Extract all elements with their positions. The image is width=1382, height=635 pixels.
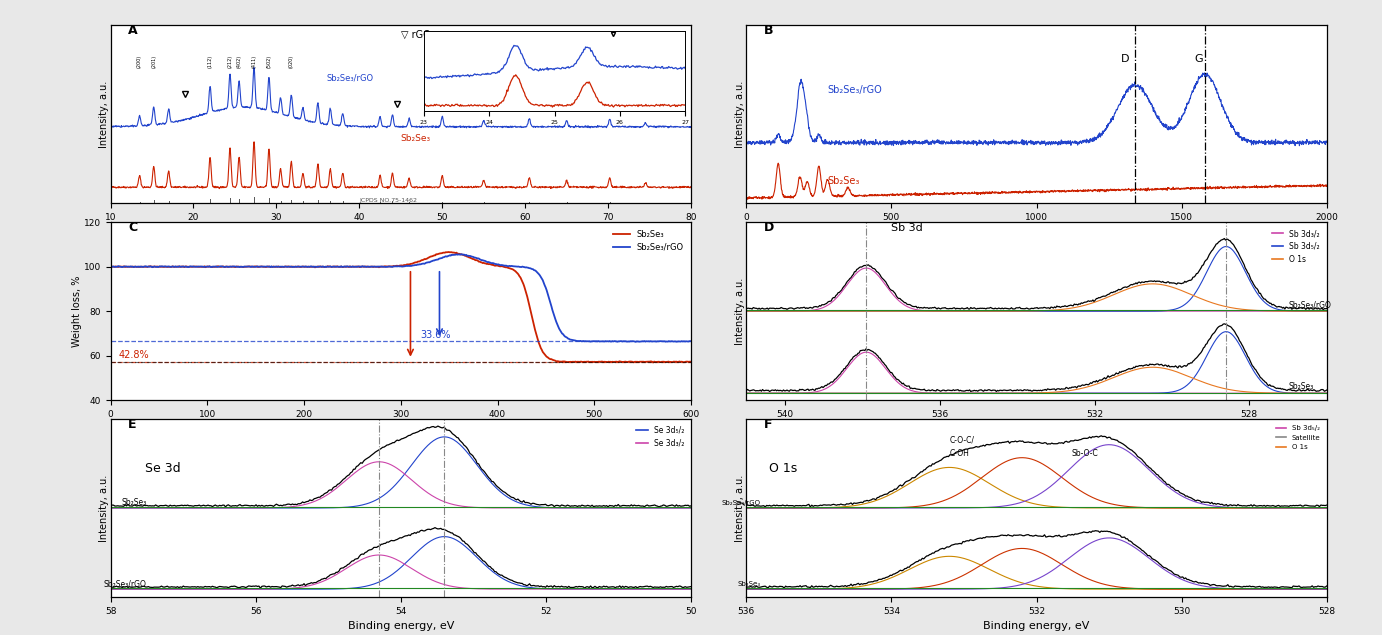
Text: (212): (212) (228, 55, 232, 68)
Text: (112): (112) (207, 55, 213, 68)
Legend: Se 3d₅/₂, Se 3d₃/₂: Se 3d₅/₂, Se 3d₃/₂ (633, 423, 687, 451)
Text: (201): (201) (151, 55, 156, 68)
Text: JCPDS NO.75-1462: JCPDS NO.75-1462 (359, 198, 417, 203)
Text: C-OH: C-OH (949, 450, 969, 458)
Text: Sb₂Se₃: Sb₂Se₃ (122, 498, 146, 507)
Text: Sb₂Se₃: Sb₂Se₃ (1288, 382, 1313, 391)
Y-axis label: Weight loss, %: Weight loss, % (72, 276, 82, 347)
Text: (402): (402) (236, 55, 242, 68)
Text: 42.8%: 42.8% (119, 351, 149, 361)
X-axis label: Temperature, °C: Temperature, °C (355, 424, 446, 434)
Text: D: D (1121, 54, 1129, 64)
Text: Sb₂Se₃/rGO: Sb₂Se₃/rGO (1288, 300, 1331, 309)
X-axis label: 2θ, degree: 2θ, degree (370, 227, 431, 237)
X-axis label: Raman shift, cm⁻¹: Raman shift, cm⁻¹ (985, 227, 1088, 237)
Legend: Sb₂Se₃, Sb₂Se₃/rGO: Sb₂Se₃, Sb₂Se₃/rGO (609, 227, 687, 255)
Text: O 1s: O 1s (770, 462, 797, 476)
Text: B: B (764, 24, 773, 37)
Text: (200): (200) (137, 55, 142, 68)
Text: 33.6%: 33.6% (420, 330, 451, 340)
Y-axis label: Intensity, a.u.: Intensity, a.u. (100, 81, 109, 148)
Text: Sb₂Se₃/rGO: Sb₂Se₃/rGO (828, 85, 882, 95)
Legend: Sb 3d₅/₂, Satellite, O 1s: Sb 3d₅/₂, Satellite, O 1s (1273, 422, 1323, 453)
Text: (020): (020) (289, 55, 294, 68)
Legend: Sb 3d₃/₂, Sb 3d₅/₂, O 1s: Sb 3d₃/₂, Sb 3d₅/₂, O 1s (1269, 226, 1323, 267)
Text: G: G (1194, 54, 1204, 64)
Text: E: E (129, 418, 137, 431)
Text: Sb-O-C: Sb-O-C (1071, 450, 1099, 458)
Text: Sb₂Se₃: Sb₂Se₃ (738, 581, 761, 587)
Text: (502): (502) (267, 55, 271, 68)
X-axis label: Binding energy, eV: Binding energy, eV (348, 621, 453, 631)
Text: ▽ rGO: ▽ rGO (401, 30, 431, 40)
Text: D: D (764, 221, 774, 234)
X-axis label: Binding energy, eV: Binding energy, eV (984, 621, 1089, 631)
Text: (411): (411) (252, 55, 257, 68)
Text: Sb₂Se₃/rGO: Sb₂Se₃/rGO (721, 500, 761, 506)
Text: Se 3d: Se 3d (145, 462, 181, 476)
Y-axis label: Intensity, a.u.: Intensity, a.u. (735, 81, 745, 148)
Text: Sb 3d: Sb 3d (891, 223, 923, 233)
Y-axis label: Intensity, a.u.: Intensity, a.u. (100, 474, 109, 542)
Text: Sb₂Se₃/rGO: Sb₂Se₃/rGO (104, 579, 146, 588)
Text: Sb₂Se₃/rGO: Sb₂Se₃/rGO (326, 74, 373, 83)
Text: A: A (129, 24, 138, 37)
Y-axis label: Intensity, a.u.: Intensity, a.u. (735, 277, 745, 345)
Text: Sb₂Se₃: Sb₂Se₃ (401, 134, 431, 143)
X-axis label: Binding energy, eV: Binding energy, eV (984, 424, 1089, 434)
Text: Sb₂Se₃: Sb₂Se₃ (828, 177, 860, 187)
Text: C: C (129, 221, 137, 234)
Y-axis label: Intensity, a.u.: Intensity, a.u. (735, 474, 745, 542)
Text: F: F (764, 418, 773, 431)
Text: C-O-C/: C-O-C/ (949, 435, 974, 444)
